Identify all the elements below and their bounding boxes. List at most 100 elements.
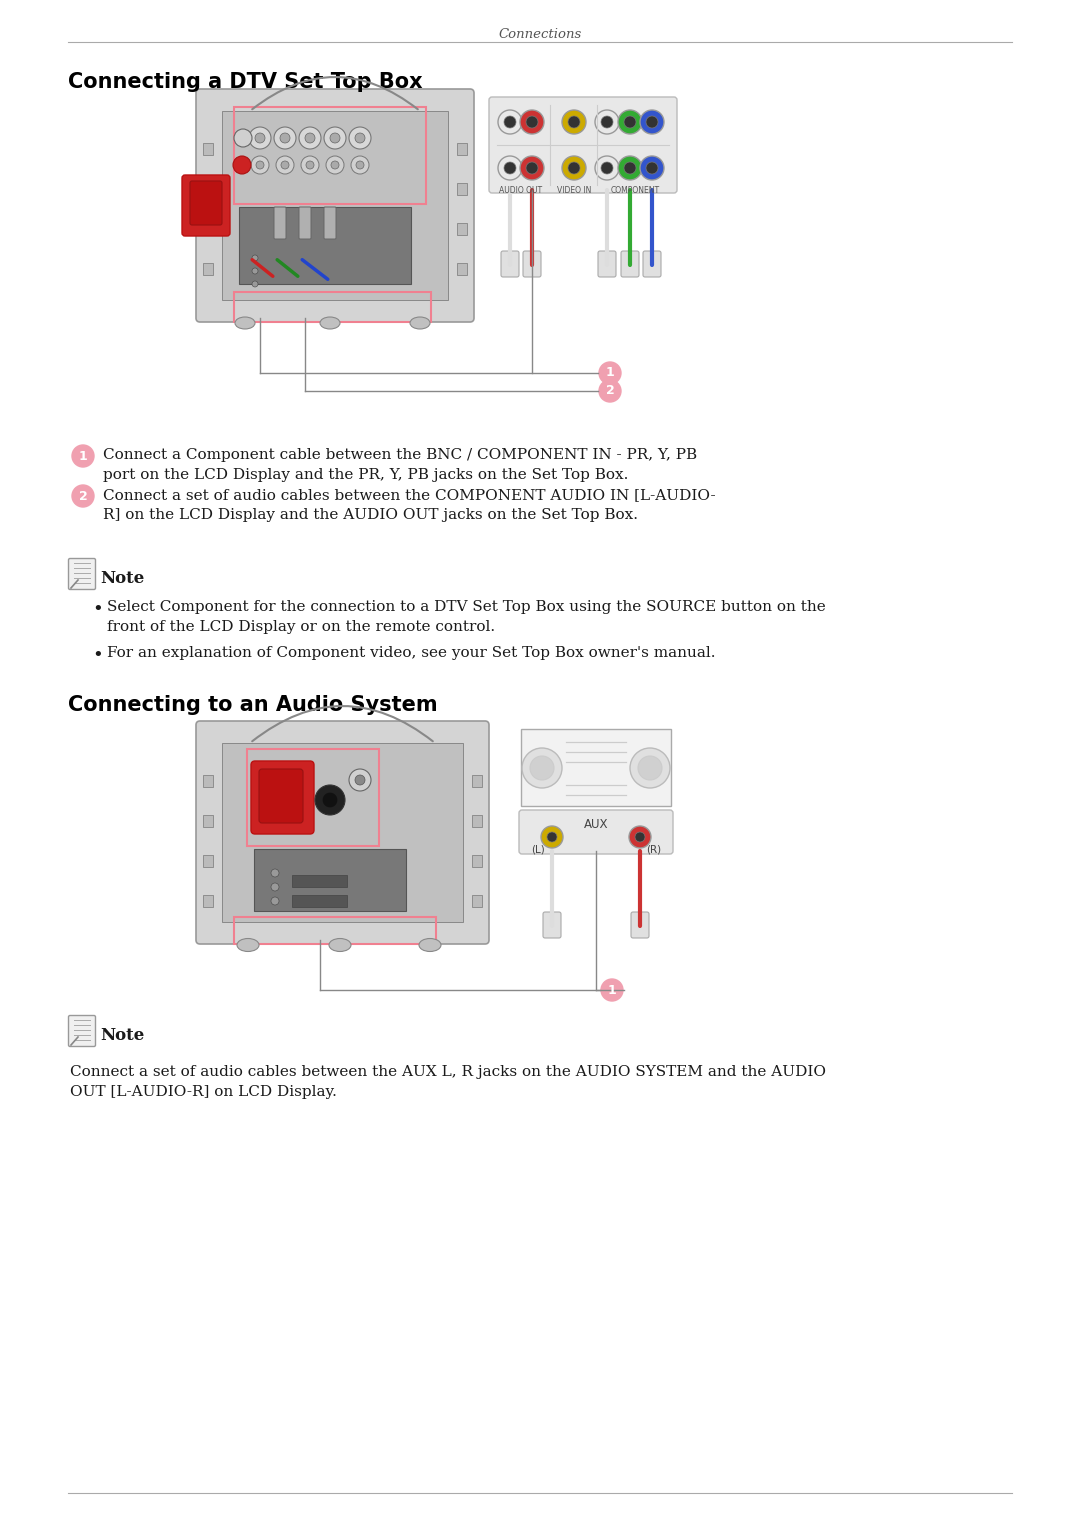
Circle shape <box>252 281 258 287</box>
Circle shape <box>595 110 619 134</box>
FancyBboxPatch shape <box>457 263 467 275</box>
Circle shape <box>624 162 636 174</box>
Circle shape <box>326 156 345 174</box>
Text: Note: Note <box>100 1028 145 1044</box>
FancyBboxPatch shape <box>472 855 482 867</box>
FancyBboxPatch shape <box>472 815 482 828</box>
Circle shape <box>252 255 258 261</box>
Circle shape <box>256 160 264 169</box>
Circle shape <box>72 444 94 467</box>
Text: port on the LCD Display and the PR, Y, PB jacks on the Set Top Box.: port on the LCD Display and the PR, Y, P… <box>103 467 629 483</box>
FancyBboxPatch shape <box>501 250 519 276</box>
Circle shape <box>330 133 340 144</box>
FancyBboxPatch shape <box>324 208 336 240</box>
Text: For an explanation of Component video, see your Set Top Box owner's manual.: For an explanation of Component video, s… <box>107 646 715 660</box>
Text: Connect a Component cable between the BNC / COMPONENT IN - PR, Y, PB: Connect a Component cable between the BN… <box>103 447 697 463</box>
Circle shape <box>251 156 269 174</box>
Circle shape <box>351 156 369 174</box>
Circle shape <box>600 116 613 128</box>
Text: OUT [L-AUDIO-R] on LCD Display.: OUT [L-AUDIO-R] on LCD Display. <box>70 1086 337 1099</box>
Circle shape <box>349 127 372 150</box>
Ellipse shape <box>410 318 430 328</box>
Circle shape <box>233 156 251 174</box>
Text: AUDIO OUT: AUDIO OUT <box>499 186 542 195</box>
Circle shape <box>526 116 538 128</box>
Circle shape <box>355 133 365 144</box>
FancyBboxPatch shape <box>222 744 463 922</box>
Circle shape <box>638 756 662 780</box>
Text: AUX: AUX <box>584 818 608 831</box>
FancyBboxPatch shape <box>195 721 489 944</box>
FancyBboxPatch shape <box>195 89 474 322</box>
Circle shape <box>635 832 645 841</box>
FancyBboxPatch shape <box>457 223 467 235</box>
Circle shape <box>546 832 557 841</box>
Circle shape <box>355 776 365 785</box>
Text: COMPONENT: COMPONENT <box>610 186 660 195</box>
FancyBboxPatch shape <box>239 208 411 284</box>
Circle shape <box>630 748 670 788</box>
Circle shape <box>271 869 279 876</box>
FancyBboxPatch shape <box>203 144 213 156</box>
Circle shape <box>519 156 544 180</box>
Ellipse shape <box>235 318 255 328</box>
Circle shape <box>330 160 339 169</box>
Circle shape <box>504 116 516 128</box>
Circle shape <box>595 156 619 180</box>
Ellipse shape <box>320 318 340 328</box>
Circle shape <box>271 883 279 890</box>
Text: •: • <box>92 600 103 618</box>
FancyBboxPatch shape <box>222 111 448 299</box>
Circle shape <box>498 156 522 180</box>
Ellipse shape <box>237 939 259 951</box>
FancyBboxPatch shape <box>259 770 303 823</box>
Text: Note: Note <box>100 570 145 586</box>
Text: VIDEO IN: VIDEO IN <box>557 186 591 195</box>
FancyBboxPatch shape <box>203 263 213 275</box>
FancyBboxPatch shape <box>299 208 311 240</box>
Circle shape <box>618 110 642 134</box>
FancyBboxPatch shape <box>251 760 314 834</box>
Text: •: • <box>92 646 103 664</box>
FancyBboxPatch shape <box>521 728 671 806</box>
Circle shape <box>530 756 554 780</box>
FancyBboxPatch shape <box>203 895 213 907</box>
Circle shape <box>562 156 586 180</box>
Circle shape <box>72 486 94 507</box>
Text: 2: 2 <box>606 385 615 397</box>
Circle shape <box>526 162 538 174</box>
FancyBboxPatch shape <box>68 559 95 589</box>
Circle shape <box>640 110 664 134</box>
FancyBboxPatch shape <box>457 144 467 156</box>
Text: (L): (L) <box>531 844 545 855</box>
FancyBboxPatch shape <box>519 809 673 854</box>
Circle shape <box>349 770 372 791</box>
FancyBboxPatch shape <box>643 250 661 276</box>
Circle shape <box>301 156 319 174</box>
Circle shape <box>629 826 651 847</box>
Text: Connecting to an Audio System: Connecting to an Audio System <box>68 695 437 715</box>
Circle shape <box>646 116 658 128</box>
Circle shape <box>276 156 294 174</box>
Circle shape <box>600 162 613 174</box>
Circle shape <box>600 979 623 1002</box>
Circle shape <box>562 110 586 134</box>
FancyBboxPatch shape <box>631 912 649 938</box>
Text: Connect a set of audio cables between the COMPONENT AUDIO IN [L-AUDIO-: Connect a set of audio cables between th… <box>103 489 716 502</box>
Circle shape <box>323 793 337 806</box>
Circle shape <box>541 826 563 847</box>
Text: Connections: Connections <box>498 27 582 41</box>
Circle shape <box>306 160 314 169</box>
Text: 1: 1 <box>606 366 615 380</box>
FancyBboxPatch shape <box>543 912 561 938</box>
Text: front of the LCD Display or on the remote control.: front of the LCD Display or on the remot… <box>107 620 495 634</box>
Circle shape <box>624 116 636 128</box>
Text: Connect a set of audio cables between the AUX L, R jacks on the AUDIO SYSTEM and: Connect a set of audio cables between th… <box>70 1064 826 1080</box>
FancyBboxPatch shape <box>203 183 213 195</box>
Circle shape <box>640 156 664 180</box>
Text: Select Component for the connection to a DTV Set Top Box using the SOURCE button: Select Component for the connection to a… <box>107 600 826 614</box>
Circle shape <box>356 160 364 169</box>
FancyBboxPatch shape <box>472 776 482 786</box>
FancyBboxPatch shape <box>292 895 347 907</box>
FancyBboxPatch shape <box>292 875 347 887</box>
